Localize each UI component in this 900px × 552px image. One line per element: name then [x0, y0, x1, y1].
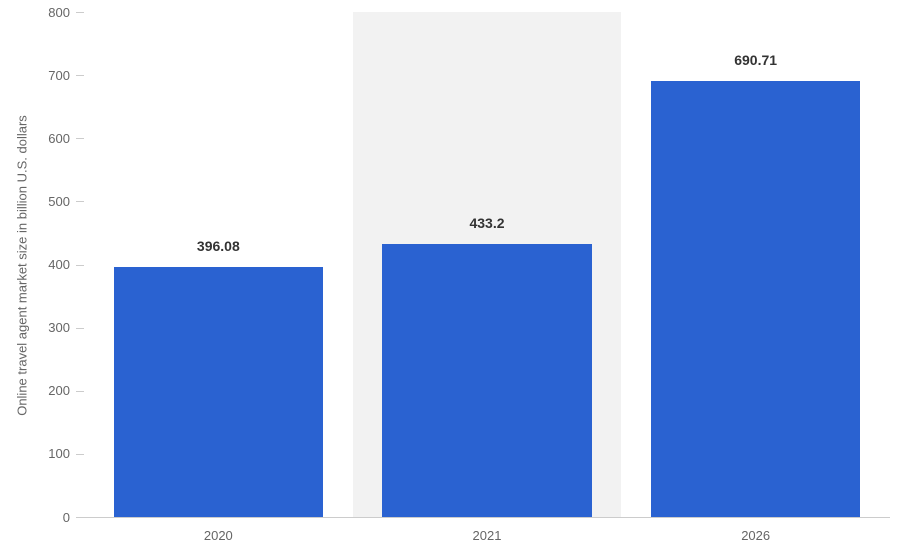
x-tick-label: 2026	[706, 529, 806, 542]
bar	[651, 81, 861, 517]
y-tick-mark	[76, 12, 84, 13]
y-tick-label: 700	[48, 69, 70, 82]
y-tick-mark	[76, 201, 84, 202]
bar	[114, 267, 324, 517]
bar-value-label: 433.2	[427, 216, 547, 230]
y-tick-label: 100	[48, 447, 70, 460]
bar-value-label: 396.08	[158, 239, 278, 253]
y-tick-mark	[76, 138, 84, 139]
y-tick-mark	[76, 391, 84, 392]
y-tick-mark	[76, 517, 84, 518]
y-tick-mark	[76, 75, 84, 76]
bar-chart: Online travel agent market size in billi…	[0, 0, 900, 552]
y-tick-mark	[76, 454, 84, 455]
bar	[382, 244, 592, 517]
y-tick-label: 0	[63, 511, 70, 524]
y-tick-mark	[76, 328, 84, 329]
y-tick-label: 400	[48, 258, 70, 271]
y-tick-mark	[76, 265, 84, 266]
y-tick-label: 800	[48, 6, 70, 19]
x-tick-label: 2021	[437, 529, 537, 542]
y-tick-label: 300	[48, 321, 70, 334]
y-tick-label: 200	[48, 384, 70, 397]
y-axis-label: Online travel agent market size in billi…	[15, 66, 30, 466]
y-tick-label: 600	[48, 132, 70, 145]
x-tick-label: 2020	[168, 529, 268, 542]
bar-value-label: 690.71	[696, 53, 816, 67]
y-tick-label: 500	[48, 195, 70, 208]
